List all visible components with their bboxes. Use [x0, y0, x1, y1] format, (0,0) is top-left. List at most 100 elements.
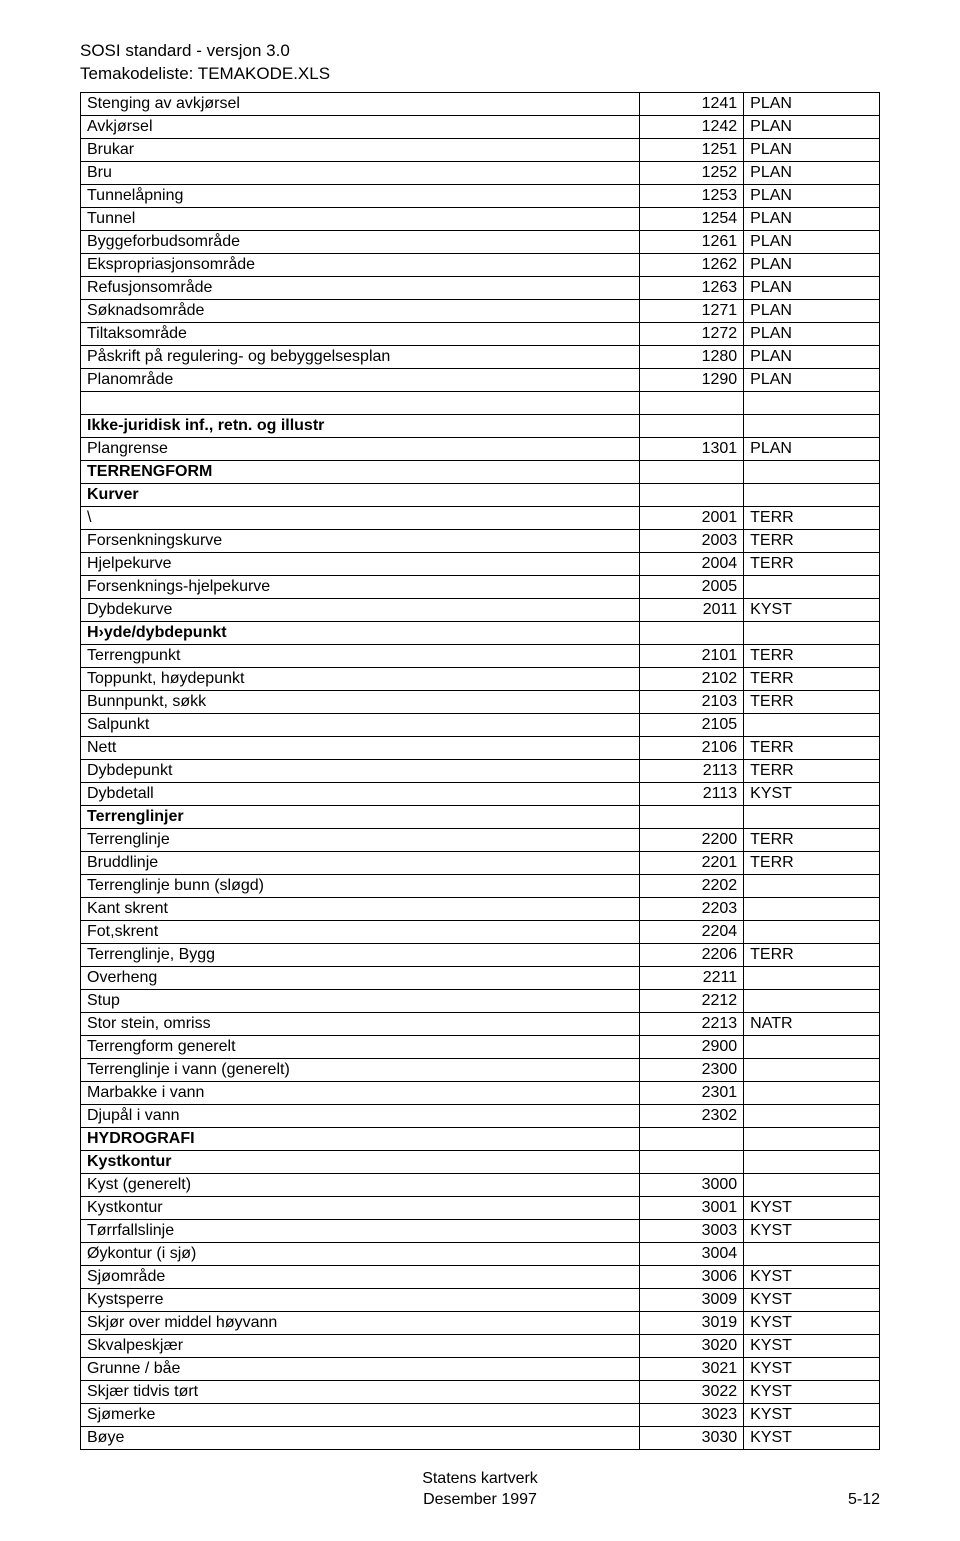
- table-row: \2001TERR: [81, 506, 880, 529]
- row-category: [744, 1081, 880, 1104]
- row-code: 2103: [640, 690, 744, 713]
- table-row: Stor stein, omriss2213NATR: [81, 1012, 880, 1035]
- table-row: Kyst (generelt)3000: [81, 1173, 880, 1196]
- row-category: [744, 575, 880, 598]
- row-category: [744, 414, 880, 437]
- table-row: Bru1252PLAN: [81, 161, 880, 184]
- table-row: Dybdepunkt2113TERR: [81, 759, 880, 782]
- row-category: TERR: [744, 667, 880, 690]
- row-name: Skjær tidvis tørt: [81, 1380, 640, 1403]
- table-row: Kystsperre3009KYST: [81, 1288, 880, 1311]
- table-row: Terrenglinje bunn (sløgd)2202: [81, 874, 880, 897]
- table-row: Tiltaksområde1272PLAN: [81, 322, 880, 345]
- table-row: Fot,skrent2204: [81, 920, 880, 943]
- row-category: TERR: [744, 828, 880, 851]
- row-category: [744, 920, 880, 943]
- table-row: Avkjørsel1242PLAN: [81, 115, 880, 138]
- row-category: TERR: [744, 644, 880, 667]
- row-category: [744, 989, 880, 1012]
- table-row: Planområde1290PLAN: [81, 368, 880, 391]
- table-row: Marbakke i vann2301: [81, 1081, 880, 1104]
- row-category: KYST: [744, 782, 880, 805]
- row-category: KYST: [744, 1265, 880, 1288]
- row-category: [744, 483, 880, 506]
- row-name: Stup: [81, 989, 640, 1012]
- table-row: Kystkontur: [81, 1150, 880, 1173]
- row-name: Ekspropriasjonsområde: [81, 253, 640, 276]
- row-name: Grunne / båe: [81, 1357, 640, 1380]
- row-name: Terrenglinje, Bygg: [81, 943, 640, 966]
- row-name: Dybdekurve: [81, 598, 640, 621]
- row-category: [744, 897, 880, 920]
- row-code: 2101: [640, 644, 744, 667]
- table-row: Plangrense1301PLAN: [81, 437, 880, 460]
- row-name: Skjør over middel høyvann: [81, 1311, 640, 1334]
- footer-line-2: Desember 1997: [423, 1491, 537, 1508]
- table-row: Forsenkningskurve2003TERR: [81, 529, 880, 552]
- row-code: 2201: [640, 851, 744, 874]
- table-row: Terrenglinje2200TERR: [81, 828, 880, 851]
- row-category: PLAN: [744, 92, 880, 115]
- row-category: TERR: [744, 759, 880, 782]
- table-row: Skvalpeskjær3020KYST: [81, 1334, 880, 1357]
- row-name: Tiltaksområde: [81, 322, 640, 345]
- header-line-1: SOSI standard - versjon 3.0: [80, 40, 880, 63]
- page-number: 5-12: [848, 1489, 880, 1511]
- table-row: Dybdekurve2011KYST: [81, 598, 880, 621]
- row-category: PLAN: [744, 230, 880, 253]
- table-row: Grunne / båe3021KYST: [81, 1357, 880, 1380]
- footer-line-1: Statens kartverk: [80, 1468, 880, 1490]
- row-name: HYDROGRAFI: [81, 1127, 640, 1150]
- row-code: 2004: [640, 552, 744, 575]
- table-row: Hjelpekurve2004TERR: [81, 552, 880, 575]
- row-code: 2211: [640, 966, 744, 989]
- row-category: KYST: [744, 1380, 880, 1403]
- row-category: [744, 1242, 880, 1265]
- row-category: [744, 805, 880, 828]
- row-category: PLAN: [744, 161, 880, 184]
- table-row: HYDROGRAFI: [81, 1127, 880, 1150]
- row-category: PLAN: [744, 253, 880, 276]
- row-code: 2200: [640, 828, 744, 851]
- row-name: Stor stein, omriss: [81, 1012, 640, 1035]
- row-category: TERR: [744, 690, 880, 713]
- row-name: Kant skrent: [81, 897, 640, 920]
- row-name: Terrenglinje bunn (sløgd): [81, 874, 640, 897]
- table-row: Sjøområde3006KYST: [81, 1265, 880, 1288]
- table-row: Dybdetall2113KYST: [81, 782, 880, 805]
- row-name: Kystsperre: [81, 1288, 640, 1311]
- row-code: 1280: [640, 345, 744, 368]
- row-code: 3001: [640, 1196, 744, 1219]
- row-code: 1241: [640, 92, 744, 115]
- table-row: TERRENGFORM: [81, 460, 880, 483]
- row-category: [744, 621, 880, 644]
- table-row: H›yde/dybdepunkt: [81, 621, 880, 644]
- row-category: [744, 1127, 880, 1150]
- row-category: KYST: [744, 1196, 880, 1219]
- row-category: PLAN: [744, 368, 880, 391]
- row-code: 2213: [640, 1012, 744, 1035]
- row-code: 2302: [640, 1104, 744, 1127]
- row-code: 3023: [640, 1403, 744, 1426]
- row-name: Terrengpunkt: [81, 644, 640, 667]
- table-row: Ikke-juridisk inf., retn. og illustr: [81, 414, 880, 437]
- row-category: [744, 1058, 880, 1081]
- row-name: Hjelpekurve: [81, 552, 640, 575]
- row-code: 1290: [640, 368, 744, 391]
- row-category: [744, 713, 880, 736]
- row-category: [744, 966, 880, 989]
- row-name: Dybdetall: [81, 782, 640, 805]
- row-name: Terrenglinje i vann (generelt): [81, 1058, 640, 1081]
- row-code: 3021: [640, 1357, 744, 1380]
- table-row: Tunnelåpning1253PLAN: [81, 184, 880, 207]
- row-name: Djupål i vann: [81, 1104, 640, 1127]
- row-name: Sjøområde: [81, 1265, 640, 1288]
- table-row: Skjær tidvis tørt3022KYST: [81, 1380, 880, 1403]
- row-name: Overheng: [81, 966, 640, 989]
- row-category: PLAN: [744, 299, 880, 322]
- row-name: Brukar: [81, 138, 640, 161]
- row-name: Bruddlinje: [81, 851, 640, 874]
- row-code: 1251: [640, 138, 744, 161]
- row-name: H›yde/dybdepunkt: [81, 621, 640, 644]
- row-name: Nett: [81, 736, 640, 759]
